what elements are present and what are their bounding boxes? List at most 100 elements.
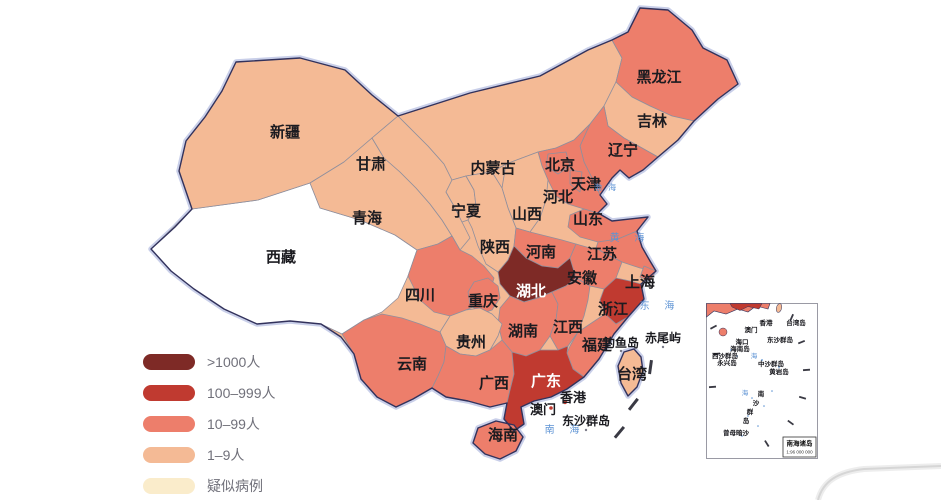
label-chongqing: 重庆 (468, 292, 498, 310)
sea-boundary-dash (613, 425, 626, 439)
label-qinghai: 青海 (352, 209, 382, 227)
label-bohai-sea: 渤 海 (594, 182, 618, 192)
province-shape-yunnan (341, 313, 447, 408)
inset-island-dot (741, 435, 743, 437)
label-guizhou: 贵州 (456, 333, 486, 351)
legend-label-gt1000: >1000人 (207, 354, 260, 370)
province-shape-chongqing (467, 277, 501, 315)
legend-swatch-1-9 (143, 447, 195, 463)
sea-boundary-dash (648, 359, 653, 375)
label-diaoyudao: 钓鱼岛 (603, 335, 639, 350)
label-macau: 澳门 (530, 402, 556, 417)
province-shape-tianjin (569, 169, 583, 193)
legend-label-10-99: 10–99人 (207, 416, 260, 432)
inset-label-nansha-3: 群 (747, 407, 754, 416)
label-east-china-sea: 东 海 (640, 299, 681, 312)
inset-title: 南海诸岛 (787, 439, 814, 448)
inset-island-dot (757, 425, 759, 427)
label-heilongjiang: 黑龙江 (636, 68, 681, 86)
inset-label-zengmuansha: 曾母暗沙 (723, 428, 750, 437)
inset-island-dot (771, 390, 773, 392)
label-fujian: 福建 (581, 336, 613, 354)
inset-label-hongkong: 香港 (760, 318, 774, 327)
inset-scale: 1:96 000 000 (786, 450, 813, 455)
inset-island-dot (736, 355, 738, 357)
legend-swatch-10-99 (143, 416, 195, 432)
inset-dash (798, 395, 807, 400)
inset-label-hainandao: 海南岛 (730, 344, 750, 353)
label-south-china-sea: 南 海 (545, 423, 586, 436)
label-tianjin: 天津 (571, 175, 601, 193)
inset-hainan-island (718, 327, 728, 337)
inset-label-dongsha: 东沙群岛 (767, 335, 794, 344)
label-jiangsu: 江苏 (587, 245, 617, 263)
taiwan-outline (617, 348, 644, 397)
label-hebei: 河北 (543, 188, 573, 206)
inset-island-dot (751, 397, 753, 399)
inset-label-xisha: 西沙群岛 (712, 351, 739, 360)
label-hubei: 湖北 (516, 283, 546, 300)
legend-swatch-gt1000 (143, 354, 195, 370)
label-taiwan: 台湾 (617, 365, 647, 383)
label-yellow-sea: 黄 海 (610, 231, 651, 244)
page-corner-curve (817, 465, 941, 500)
label-chiweiyu: 赤尾屿 (645, 330, 681, 345)
south-china-sea-inset: 香港 台湾岛 澳门 东沙群岛 海口 海南岛 西沙群岛 永兴岛 中沙群岛 黄岩岛 … (706, 303, 818, 459)
label-shaanxi: 陕西 (480, 238, 510, 256)
label-xizang: 西藏 (266, 248, 296, 266)
label-shanxi: 山西 (512, 206, 542, 223)
inset-taiwan-island (775, 303, 783, 313)
legend-swatch-100-999 (143, 385, 195, 401)
inset-dash (802, 368, 811, 372)
label-guangdong: 广东 (531, 372, 561, 390)
inset-island-dot (747, 415, 749, 417)
label-dongsha: 东沙群岛 (562, 413, 610, 428)
label-guangxi: 广西 (479, 374, 509, 392)
inset-label-nansha-2: 沙 (753, 399, 760, 407)
legend-swatch-suspected (143, 478, 195, 494)
province-shape-beijing (545, 151, 571, 175)
dongsha-island-dot (584, 428, 588, 432)
legend-label-1-9: 1–9人 (207, 447, 244, 463)
inset-dash (712, 352, 721, 356)
label-yunnan: 云南 (397, 355, 427, 373)
inset-dash (709, 324, 718, 330)
legend: >1000人 100–999人 10–99人 1–9人 疑似病例 (143, 354, 276, 494)
label-hongkong: 香港 (559, 390, 587, 405)
inset-island-dot (761, 359, 763, 361)
country-outline (150, 7, 739, 432)
inset-label-nansha-4: 岛 (743, 416, 750, 425)
label-shandong: 山东 (573, 210, 603, 228)
inset-island-dot (730, 349, 732, 351)
label-xinjiang: 新疆 (270, 123, 300, 141)
inset-label-zhongsha: 中沙群岛 (758, 359, 785, 368)
province-shape-macau (549, 406, 553, 410)
label-jilin: 吉林 (637, 112, 668, 130)
inset-dash (797, 339, 806, 345)
legend-label-suspected: 疑似病例 (207, 478, 263, 494)
inset-sea-mark: 海 (742, 388, 749, 397)
legend-label-100-999: 100–999人 (207, 385, 276, 401)
inset-title-box (782, 436, 817, 458)
label-hunan: 湖南 (508, 322, 538, 340)
label-shanghai: 上海 (625, 273, 655, 291)
inset-dash (764, 440, 770, 447)
label-gansu: 甘肃 (356, 155, 386, 173)
inset-sea-mark: 海 (751, 351, 758, 360)
label-jiangxi: 江西 (553, 318, 583, 336)
label-hainan: 海南 (488, 426, 518, 444)
label-sichuan: 四川 (405, 287, 435, 304)
label-ningxia: 宁夏 (451, 202, 482, 220)
page-corner-shadow (815, 463, 941, 500)
label-neimenggu: 内蒙古 (470, 159, 515, 177)
label-liaoning: 辽宁 (608, 141, 638, 159)
inset-label-taiwandao: 台湾岛 (786, 318, 806, 327)
inset-label-yongxingdao: 永兴岛 (716, 358, 737, 367)
diaoyu-island-dot (619, 349, 623, 353)
inset-dash (789, 313, 794, 321)
inset-label-haikou: 海口 (736, 337, 749, 346)
inset-dash (787, 419, 795, 426)
sea-boundary-dash (627, 397, 639, 411)
